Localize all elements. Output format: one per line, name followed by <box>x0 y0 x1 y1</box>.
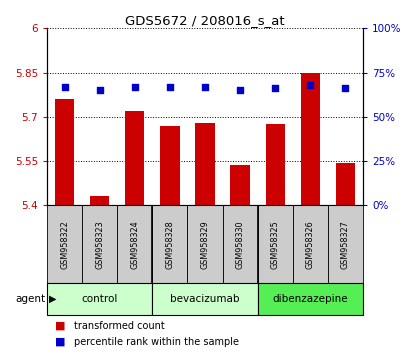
Text: GSM958328: GSM958328 <box>165 220 174 269</box>
Bar <box>265 124 284 205</box>
Text: ▶: ▶ <box>49 294 56 304</box>
Bar <box>230 165 249 205</box>
Bar <box>152 283 257 315</box>
Point <box>166 84 173 90</box>
Point <box>341 86 348 91</box>
Bar <box>292 205 327 283</box>
Bar <box>335 162 354 205</box>
Bar <box>327 205 362 283</box>
Text: GSM958325: GSM958325 <box>270 220 279 269</box>
Text: GSM958329: GSM958329 <box>200 220 209 269</box>
Bar <box>47 205 82 283</box>
Bar <box>152 205 187 283</box>
Text: dibenzazepine: dibenzazepine <box>272 294 347 304</box>
Point <box>96 87 103 93</box>
Bar <box>125 111 144 205</box>
Bar <box>257 205 292 283</box>
Title: GDS5672 / 208016_s_at: GDS5672 / 208016_s_at <box>125 14 284 27</box>
Bar <box>117 205 152 283</box>
Bar <box>55 99 74 205</box>
Text: agent: agent <box>15 294 45 304</box>
Bar <box>300 73 319 205</box>
Bar <box>257 283 362 315</box>
Bar <box>222 205 257 283</box>
Text: GSM958326: GSM958326 <box>305 220 314 269</box>
Point <box>236 87 243 93</box>
Text: GSM958330: GSM958330 <box>235 220 244 269</box>
Point <box>271 86 278 91</box>
Text: ■: ■ <box>55 321 66 331</box>
Text: ■: ■ <box>55 337 66 347</box>
Point <box>306 82 313 88</box>
Text: transformed count: transformed count <box>74 321 164 331</box>
Text: control: control <box>81 294 118 304</box>
Text: GSM958324: GSM958324 <box>130 220 139 269</box>
Bar <box>82 205 117 283</box>
Text: percentile rank within the sample: percentile rank within the sample <box>74 337 238 347</box>
Point <box>61 84 68 90</box>
Text: GSM958323: GSM958323 <box>95 220 104 269</box>
Bar <box>47 283 152 315</box>
Bar <box>195 123 214 205</box>
Bar <box>160 126 179 205</box>
Point <box>131 84 138 90</box>
Bar <box>90 196 109 205</box>
Point <box>201 84 208 90</box>
Text: GSM958327: GSM958327 <box>340 220 349 269</box>
Text: GSM958322: GSM958322 <box>60 220 69 269</box>
Bar <box>187 205 222 283</box>
Text: bevacizumab: bevacizumab <box>170 294 239 304</box>
